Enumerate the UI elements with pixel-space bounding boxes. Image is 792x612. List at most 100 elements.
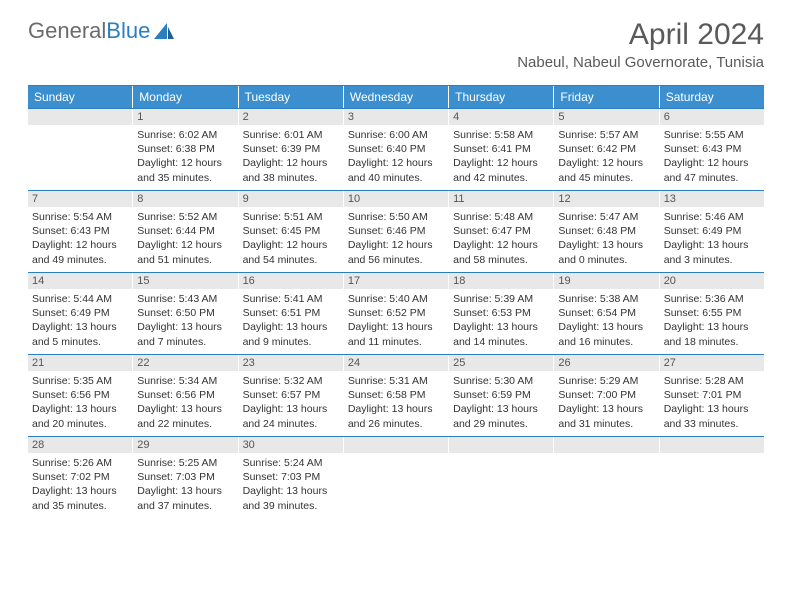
day-number: 9 bbox=[239, 191, 343, 207]
day-cell: 29Sunrise: 5:25 AMSunset: 7:03 PMDayligh… bbox=[133, 437, 238, 518]
day-info-line: Sunrise: 5:31 AM bbox=[348, 374, 444, 388]
logo-sail-icon bbox=[153, 22, 175, 40]
day-cell: 16Sunrise: 5:41 AMSunset: 6:51 PMDayligh… bbox=[239, 273, 344, 354]
month-title: April 2024 bbox=[517, 18, 764, 52]
day-info-line: Daylight: 13 hours bbox=[32, 484, 128, 498]
day-number: 1 bbox=[133, 109, 237, 125]
day-info-line: and 51 minutes. bbox=[137, 253, 233, 267]
day-number: 2 bbox=[239, 109, 343, 125]
day-info-line: Daylight: 13 hours bbox=[32, 320, 128, 334]
day-info-line: and 35 minutes. bbox=[137, 171, 233, 185]
day-cell: 20Sunrise: 5:36 AMSunset: 6:55 PMDayligh… bbox=[660, 273, 764, 354]
day-cell: 13Sunrise: 5:46 AMSunset: 6:49 PMDayligh… bbox=[660, 191, 764, 272]
day-number bbox=[28, 109, 132, 125]
day-cell: 3Sunrise: 6:00 AMSunset: 6:40 PMDaylight… bbox=[344, 109, 449, 190]
day-info-line: Daylight: 13 hours bbox=[348, 320, 444, 334]
day-info-line: Sunset: 6:57 PM bbox=[243, 388, 339, 402]
day-number: 3 bbox=[344, 109, 448, 125]
day-cell: 25Sunrise: 5:30 AMSunset: 6:59 PMDayligh… bbox=[449, 355, 554, 436]
day-cell: 24Sunrise: 5:31 AMSunset: 6:58 PMDayligh… bbox=[344, 355, 449, 436]
day-number bbox=[554, 437, 658, 453]
day-info-line: Daylight: 13 hours bbox=[137, 320, 233, 334]
day-info-line: Sunrise: 6:00 AM bbox=[348, 128, 444, 142]
day-info-line: Sunrise: 5:46 AM bbox=[664, 210, 760, 224]
week-row: 14Sunrise: 5:44 AMSunset: 6:49 PMDayligh… bbox=[28, 272, 764, 354]
day-cell bbox=[449, 437, 554, 518]
day-info-line: Sunset: 7:02 PM bbox=[32, 470, 128, 484]
day-info-line: Sunrise: 5:32 AM bbox=[243, 374, 339, 388]
week-row: 21Sunrise: 5:35 AMSunset: 6:56 PMDayligh… bbox=[28, 354, 764, 436]
week-row: 28Sunrise: 5:26 AMSunset: 7:02 PMDayligh… bbox=[28, 436, 764, 518]
day-info-line: and 33 minutes. bbox=[664, 417, 760, 431]
day-info-line: Sunset: 6:41 PM bbox=[453, 142, 549, 156]
day-info-line: Daylight: 13 hours bbox=[137, 484, 233, 498]
day-info-line: Sunset: 6:48 PM bbox=[558, 224, 654, 238]
day-info-line: Daylight: 13 hours bbox=[558, 402, 654, 416]
day-info-line: Daylight: 12 hours bbox=[243, 238, 339, 252]
day-number: 7 bbox=[28, 191, 132, 207]
header: GeneralBlue April 2024 Nabeul, Nabeul Go… bbox=[0, 0, 792, 77]
day-info-line: Daylight: 13 hours bbox=[664, 238, 760, 252]
day-info-line: Daylight: 12 hours bbox=[348, 238, 444, 252]
day-info-line: Daylight: 12 hours bbox=[664, 156, 760, 170]
day-number: 22 bbox=[133, 355, 237, 371]
day-info-line: and 37 minutes. bbox=[137, 499, 233, 513]
day-cell: 30Sunrise: 5:24 AMSunset: 7:03 PMDayligh… bbox=[239, 437, 344, 518]
calendar: SundayMondayTuesdayWednesdayThursdayFrid… bbox=[28, 85, 764, 518]
day-info-line: Sunset: 6:44 PM bbox=[137, 224, 233, 238]
day-info-line: Sunset: 7:03 PM bbox=[243, 470, 339, 484]
day-cell: 18Sunrise: 5:39 AMSunset: 6:53 PMDayligh… bbox=[449, 273, 554, 354]
day-info-line: Daylight: 13 hours bbox=[453, 320, 549, 334]
day-info-line: and 24 minutes. bbox=[243, 417, 339, 431]
day-number: 25 bbox=[449, 355, 553, 371]
day-number: 24 bbox=[344, 355, 448, 371]
day-info-line: and 20 minutes. bbox=[32, 417, 128, 431]
dow-row: SundayMondayTuesdayWednesdayThursdayFrid… bbox=[28, 86, 764, 108]
day-info-line: Sunset: 6:52 PM bbox=[348, 306, 444, 320]
day-info-line: Sunrise: 5:30 AM bbox=[453, 374, 549, 388]
day-number: 16 bbox=[239, 273, 343, 289]
day-number bbox=[449, 437, 553, 453]
day-info-line: Sunrise: 5:36 AM bbox=[664, 292, 760, 306]
day-info-line: and 49 minutes. bbox=[32, 253, 128, 267]
day-info-line: Sunrise: 5:34 AM bbox=[137, 374, 233, 388]
logo-text-general: General bbox=[28, 18, 106, 44]
day-info-line: and 39 minutes. bbox=[243, 499, 339, 513]
day-cell: 2Sunrise: 6:01 AMSunset: 6:39 PMDaylight… bbox=[239, 109, 344, 190]
day-cell: 14Sunrise: 5:44 AMSunset: 6:49 PMDayligh… bbox=[28, 273, 133, 354]
day-info-line: Sunrise: 5:24 AM bbox=[243, 456, 339, 470]
day-cell bbox=[344, 437, 449, 518]
day-number bbox=[660, 437, 764, 453]
day-info-line: and 31 minutes. bbox=[558, 417, 654, 431]
dow-cell: Tuesday bbox=[239, 86, 344, 108]
day-number: 26 bbox=[554, 355, 658, 371]
day-info-line: and 16 minutes. bbox=[558, 335, 654, 349]
day-info-line: and 22 minutes. bbox=[137, 417, 233, 431]
day-info-line: Sunset: 6:59 PM bbox=[453, 388, 549, 402]
day-cell: 19Sunrise: 5:38 AMSunset: 6:54 PMDayligh… bbox=[554, 273, 659, 354]
day-cell: 6Sunrise: 5:55 AMSunset: 6:43 PMDaylight… bbox=[660, 109, 764, 190]
day-info-line: Daylight: 13 hours bbox=[137, 402, 233, 416]
day-info-line: Sunset: 7:00 PM bbox=[558, 388, 654, 402]
day-info-line: and 3 minutes. bbox=[664, 253, 760, 267]
day-info-line: Sunrise: 5:44 AM bbox=[32, 292, 128, 306]
day-number: 11 bbox=[449, 191, 553, 207]
day-info-line: and 58 minutes. bbox=[453, 253, 549, 267]
day-number: 12 bbox=[554, 191, 658, 207]
day-cell: 17Sunrise: 5:40 AMSunset: 6:52 PMDayligh… bbox=[344, 273, 449, 354]
day-info-line: Sunset: 6:46 PM bbox=[348, 224, 444, 238]
dow-cell: Wednesday bbox=[344, 86, 449, 108]
day-info-line: Sunset: 6:54 PM bbox=[558, 306, 654, 320]
day-info-line: Sunset: 6:49 PM bbox=[664, 224, 760, 238]
day-info-line: and 40 minutes. bbox=[348, 171, 444, 185]
day-info-line: Sunset: 6:58 PM bbox=[348, 388, 444, 402]
day-number: 14 bbox=[28, 273, 132, 289]
day-info-line: Sunset: 6:56 PM bbox=[32, 388, 128, 402]
location-text: Nabeul, Nabeul Governorate, Tunisia bbox=[517, 54, 764, 71]
day-info-line: and 0 minutes. bbox=[558, 253, 654, 267]
day-info-line: Sunrise: 5:43 AM bbox=[137, 292, 233, 306]
day-info-line: Sunset: 6:53 PM bbox=[453, 306, 549, 320]
day-number: 6 bbox=[660, 109, 764, 125]
day-number: 15 bbox=[133, 273, 237, 289]
day-cell bbox=[660, 437, 764, 518]
